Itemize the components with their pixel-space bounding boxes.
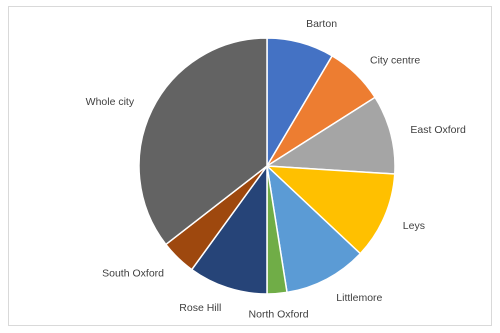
pie-label-north-oxford: North Oxford xyxy=(249,309,309,321)
pie-slice-east-oxford xyxy=(264,96,396,175)
pie-label-city-centre: City centre xyxy=(370,55,420,67)
pie-slice-rose-hill xyxy=(190,163,268,295)
pie-label-whole-city: Whole city xyxy=(86,96,135,108)
pie-label-littlemore: Littlemore xyxy=(336,292,382,304)
pie-slices xyxy=(138,37,396,295)
pie-label-east-oxford: East Oxford xyxy=(410,124,466,136)
pie-slice-whole-city xyxy=(138,37,268,246)
pie-slice-leys xyxy=(264,165,396,255)
pie-label-leys: Leys xyxy=(403,220,425,232)
pie-label-barton: Barton xyxy=(306,18,337,30)
pie-label-south-oxford: South Oxford xyxy=(102,267,164,279)
pie-slice-littlemore xyxy=(265,163,362,294)
pie-label-rose-hill: Rose Hill xyxy=(179,302,221,314)
pie-labels: Barton City centre East Oxford Leys Littlemo… xyxy=(86,18,466,320)
